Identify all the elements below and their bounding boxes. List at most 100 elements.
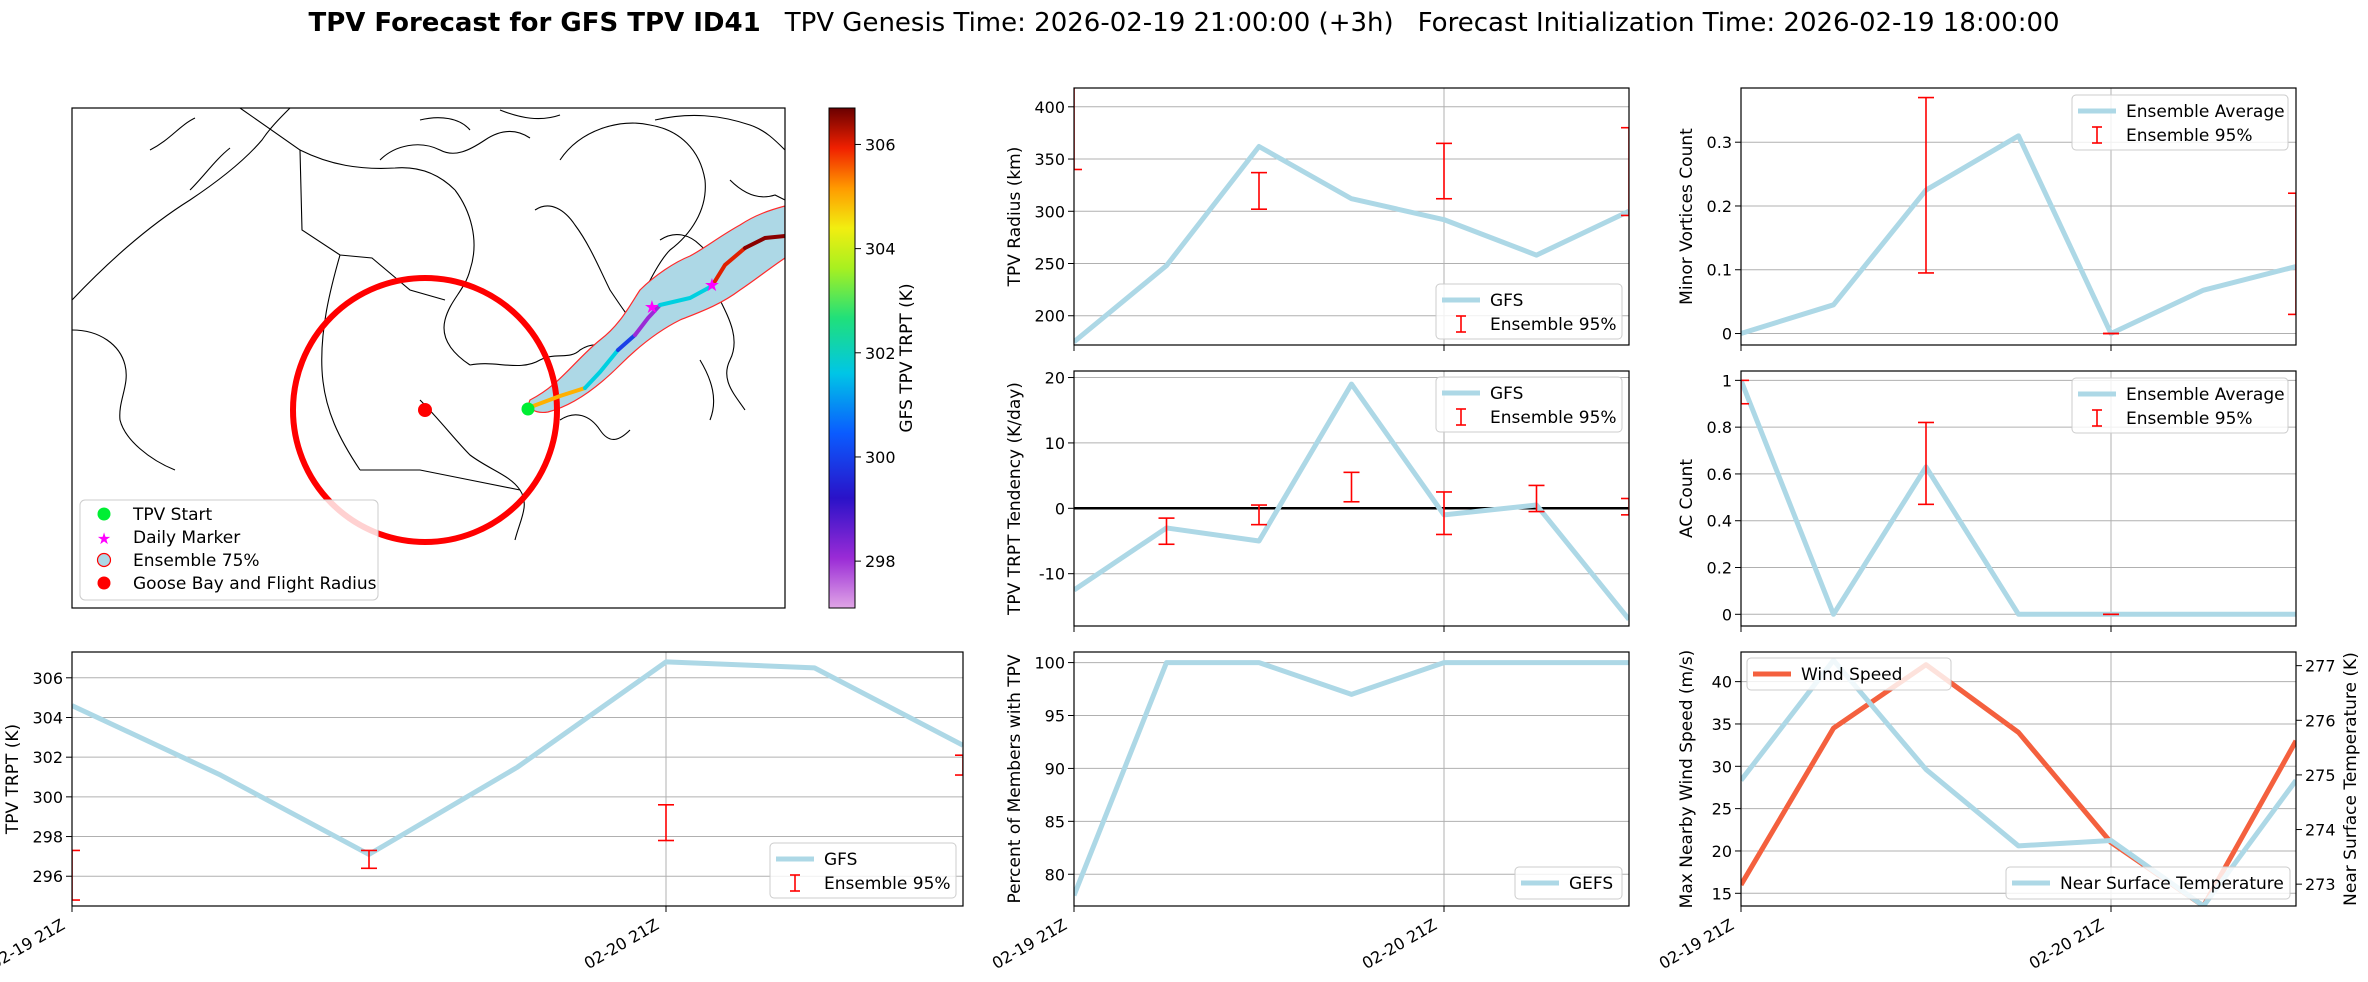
y-tick-label: 10 (1045, 434, 1065, 453)
y-axis-ticks: 80 85 90 95 100 (1034, 654, 1074, 884)
figure-title: TPV Forecast for GFS TPV ID41 TPV Genesis… (308, 8, 2059, 38)
y-tick-label: 40 (1712, 673, 1732, 692)
legend-box (1435, 376, 1623, 433)
panel-frame (1740, 370, 2297, 627)
plot-area (1074, 381, 1629, 622)
plot-area (1074, 88, 1629, 344)
y-tick-label: 200 (1034, 307, 1065, 326)
arctic-islands-line (149, 117, 231, 191)
great-lakes-line (419, 399, 525, 541)
greenland-coast-line (559, 122, 706, 301)
y-tick-label: 100 (1034, 654, 1065, 673)
y2-tick-label: 275 (2305, 766, 2336, 785)
daily-marker-star-2: ★ (644, 297, 660, 318)
legend-label: Ensemble 95% (824, 874, 951, 894)
title-init: Forecast Initialization Time: 2026-02-19… (1418, 8, 2060, 38)
maritimes-coast-line (559, 414, 631, 440)
x-axis-ticks (1073, 626, 1445, 632)
legend-label: Ensemble Average (2126, 385, 2285, 405)
y-tick-label: -10 (1039, 565, 1065, 584)
panel-legend: GFS Ensemble 95% (1435, 283, 1623, 340)
legend-daily-label: Daily Marker (133, 528, 240, 548)
panel-legend: GFS Ensemble 95% (1435, 376, 1623, 433)
temperature-legend-box (2005, 866, 2291, 900)
y-axis-label: AC Count (1677, 459, 1697, 538)
panel-minor: 0 0.1 0.2 0.3 Minor Vortices Count Ensemble A… (1677, 87, 2297, 351)
legend-label: Ensemble 95% (1490, 408, 1617, 428)
wind-legend: Wind Speed (1746, 657, 1952, 691)
series-line-gfs (1074, 144, 1629, 344)
series-line-ensemble-average (1741, 133, 2296, 337)
colorbar-label: GFS TPV TRPT (K) (897, 283, 917, 432)
map-panel: ★ ★ TPV Start ★ Daily Marker Ensemble 75… (71, 107, 917, 609)
plot-area (72, 659, 963, 901)
archipelago-line-a (379, 130, 531, 161)
panel-legend: GEFS (1514, 866, 1623, 900)
y-tick-label: 304 (32, 708, 63, 727)
y-tick-label: 300 (32, 788, 63, 807)
labrador-coast-line (534, 205, 641, 331)
panel-frame (1073, 651, 1630, 907)
x-axis-ticks (1740, 626, 2112, 632)
legend-label: GFS (1490, 384, 1523, 404)
series-line-ensemble-average (1741, 379, 2296, 617)
panel-grid (1073, 88, 1629, 345)
y-tick-label: 0.3 (1707, 133, 1732, 152)
coastlines (72, 108, 785, 541)
x-tick-label: 02-20 21Z (1359, 915, 1440, 973)
y-tick-label: 1 (1722, 371, 1732, 390)
legend-ens75-icon (96, 552, 112, 568)
flight-radius-circle (290, 275, 560, 545)
legend-daily-icon: ★ (97, 529, 111, 548)
panel-legend: GFS Ensemble 95% (769, 842, 957, 899)
y-tick-label: 300 (1034, 202, 1065, 221)
panel-grid (71, 652, 963, 906)
y-tick-label: 35 (1712, 715, 1732, 734)
x-tick-label: 02-19 21Z (989, 915, 1070, 973)
tpv-start-marker (521, 402, 535, 416)
y-tick-label: 25 (1712, 800, 1732, 819)
y-tick-label: 350 (1034, 150, 1065, 169)
pacific-coast-line (72, 329, 176, 471)
legend-label: Ensemble 95% (2126, 126, 2253, 146)
y2-tick-label: 276 (2305, 711, 2336, 730)
x-tick-label: 02-19 21Z (0, 915, 68, 973)
colorbar-tick-label: 302 (865, 344, 896, 363)
temperature-legend: Near Surface Temperature (2005, 866, 2291, 900)
x-tick-label: 02-20 21Z (2026, 915, 2107, 973)
title-genesis: TPV Genesis Time: 2026-02-19 21:00:00 (+… (784, 8, 1394, 38)
x-axis-ticks: 02-19 21Z 02-20 21Z (989, 906, 1445, 973)
legend-start-label: TPV Start (132, 505, 213, 525)
colorbar-tick-label: 304 (865, 240, 896, 259)
legend-box (1514, 866, 1623, 900)
title-bold: TPV Forecast for GFS TPV ID41 (308, 8, 760, 38)
wind-legend-box (1746, 657, 1952, 691)
legend-label: Ensemble 95% (1490, 315, 1617, 335)
y-axis-label: Max Nearby Wind Speed (m/s) (1677, 650, 1697, 909)
legend-start-icon (97, 507, 111, 521)
x-tick-label: 02-20 21Z (581, 915, 662, 973)
panel-legend: Ensemble Average Ensemble 95% (2071, 94, 2289, 151)
greenland-north-line (654, 114, 785, 151)
y-tick-label: 0.2 (1707, 559, 1732, 578)
panel-frame (1073, 87, 1630, 346)
panel-frame (1073, 370, 1630, 627)
y2-axis-ticks: 273 274 275 276 277 (2296, 657, 2336, 894)
x-axis-ticks (1740, 345, 2112, 351)
track-segment-2 (583, 348, 620, 390)
errorbars (1741, 379, 2119, 616)
arctic-coast-line (299, 149, 456, 191)
y2-tick-label: 274 (2305, 821, 2336, 840)
panel-frame (71, 651, 964, 907)
tpv-track (526, 234, 785, 410)
series-line-gefs (1074, 660, 1629, 897)
track-segment-4 (633, 303, 662, 337)
panel-trpt: 296 298 300 302 304 306 02-19 21Z 02-20 21Z TPV … (0, 651, 964, 973)
errorbars (1074, 88, 1629, 217)
panel-legend: Ensemble Average Ensemble 95% (2071, 377, 2289, 434)
y-axis-label: TPV TRPT (K) (3, 724, 23, 835)
hudson-bay-line (443, 189, 475, 366)
x-tick-label: 02-19 21Z (1656, 915, 1737, 973)
y-axis-label: Minor Vortices Count (1677, 128, 1697, 305)
